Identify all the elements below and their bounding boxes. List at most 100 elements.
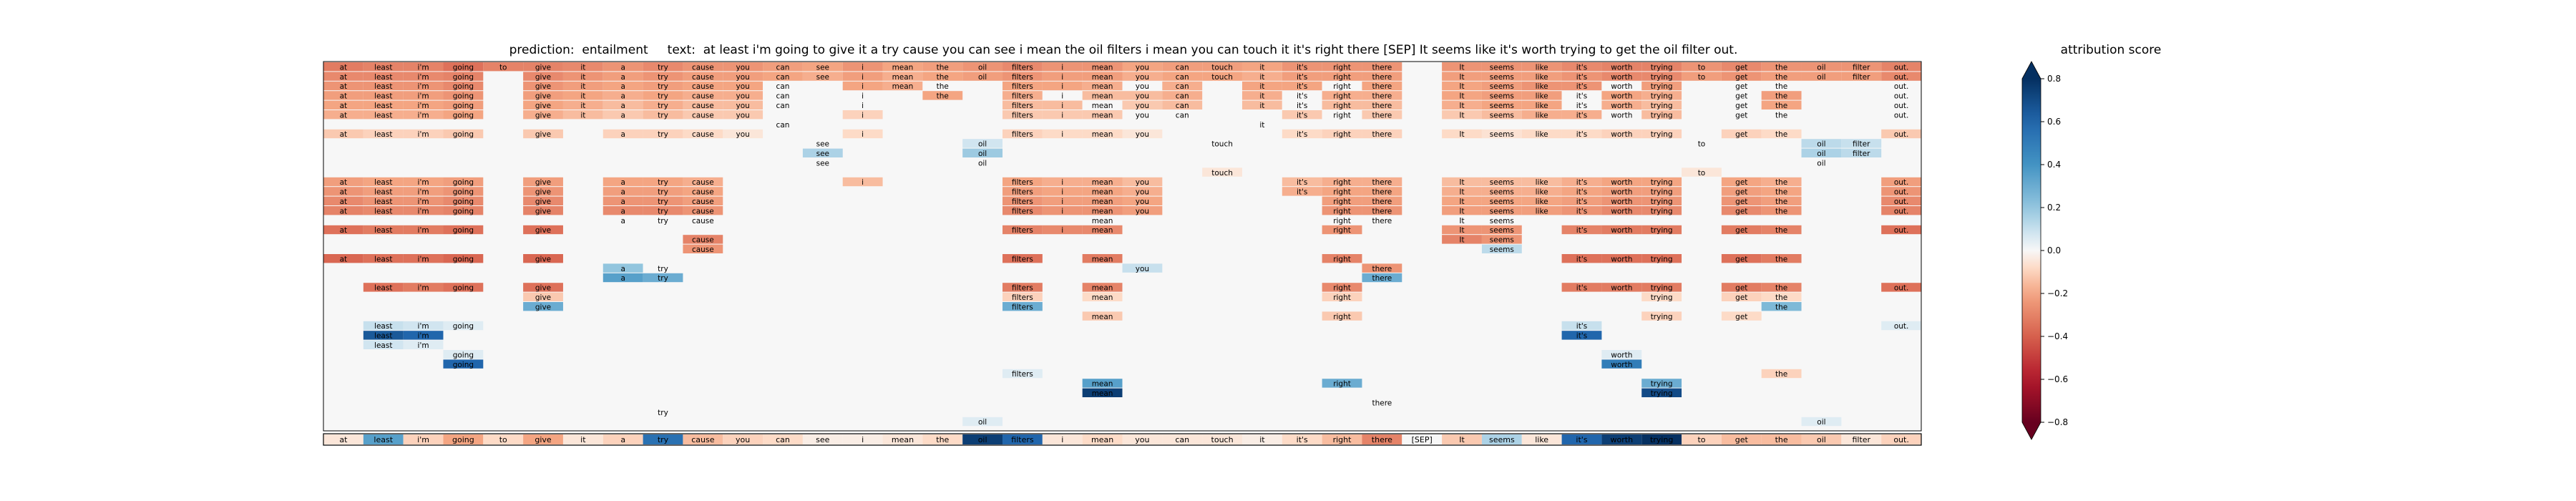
heatmap-token-label: a <box>620 92 625 101</box>
heatmap-cell <box>1322 91 1362 100</box>
summary-cell <box>763 434 803 444</box>
heatmap-cell <box>763 120 803 129</box>
heatmap-cell <box>1002 129 1043 139</box>
heatmap-token-label: i <box>862 82 864 91</box>
heatmap-token-label: oil <box>978 159 987 167</box>
heatmap-cell <box>1162 62 1203 72</box>
heatmap-cell <box>403 321 444 331</box>
heatmap-cell <box>1721 91 1762 100</box>
heatmap-cell <box>602 215 643 225</box>
summary-cell <box>1442 434 1482 444</box>
heatmap-cell <box>1521 196 1562 205</box>
heatmap-cell <box>1641 311 1682 321</box>
heatmap-token-label: give <box>535 188 551 197</box>
heatmap-token-label: you <box>1136 73 1149 82</box>
heatmap-cell <box>1002 196 1043 205</box>
summary-token-label: i <box>1061 435 1063 444</box>
summary-token-label: oil <box>1817 435 1826 444</box>
heatmap-cell <box>1362 81 1402 91</box>
heatmap-token-label: give <box>535 198 551 206</box>
heatmap-cell <box>1521 187 1562 196</box>
heatmap-token-label: get <box>1735 188 1747 197</box>
heatmap-token-label: see <box>816 63 829 72</box>
heatmap-cell <box>403 177 444 187</box>
heatmap-token-label: out. <box>1894 284 1909 293</box>
heatmap-cell <box>1761 100 1802 110</box>
heatmap-cell <box>1322 225 1362 235</box>
heatmap-cell <box>1761 129 1802 139</box>
heatmap-cell <box>1761 196 1802 205</box>
heatmap-cell <box>1202 72 1242 81</box>
heatmap-cell <box>1481 215 1522 225</box>
heatmap-cell <box>1761 302 1802 311</box>
heatmap-token-label: out. <box>1894 188 1909 197</box>
heatmap-token-label: at <box>340 102 348 110</box>
heatmap-cell <box>1841 139 1882 148</box>
heatmap-cell <box>1042 129 1083 139</box>
heatmap-token-label: It <box>1459 82 1464 91</box>
heatmap-token-label: mean <box>1092 226 1113 235</box>
heatmap-cell <box>683 177 723 187</box>
heatmap-token-label: at <box>340 82 348 91</box>
heatmap-token-label: seems <box>1490 188 1514 197</box>
heatmap-cell <box>1042 100 1083 110</box>
heatmap-token-label: It <box>1459 92 1464 101</box>
heatmap-cell <box>802 139 843 148</box>
heatmap-cell <box>1082 91 1123 100</box>
heatmap-token-label: the <box>937 92 949 101</box>
heatmap-token-label: the <box>1775 255 1787 263</box>
heatmap-token-label: there <box>1372 130 1392 139</box>
heatmap-cell <box>1122 177 1163 187</box>
summary-cell <box>882 434 923 444</box>
heatmap-token-label: mean <box>1092 293 1113 302</box>
summary-cell <box>443 434 484 444</box>
heatmap-token-label: cause <box>692 63 714 72</box>
heatmap-token-label: there <box>1372 265 1392 273</box>
heatmap-cell <box>602 110 643 120</box>
heatmap-token-label: i'm <box>418 322 429 331</box>
heatmap-token-label: least <box>374 102 392 110</box>
heatmap-token-label: least <box>374 73 392 82</box>
heatmap-cell <box>1881 187 1921 196</box>
heatmap-cell <box>1002 100 1043 110</box>
heatmap-cell <box>1601 196 1642 205</box>
heatmap-token-label: cause <box>692 82 714 91</box>
heatmap-token-label: get <box>1735 284 1747 293</box>
heatmap-cell <box>1561 177 1602 187</box>
heatmap-cell <box>1082 283 1123 292</box>
heatmap-cell <box>683 235 723 244</box>
heatmap-cell <box>643 263 683 273</box>
heatmap-cell <box>1082 81 1123 91</box>
heatmap-token-label: filters <box>1012 284 1033 293</box>
heatmap-token-label: the <box>1775 178 1787 187</box>
heatmap-cell <box>403 110 444 120</box>
heatmap-token-label: filters <box>1012 370 1033 379</box>
heatmap-cell <box>763 91 803 100</box>
heatmap-token-label: a <box>620 111 625 120</box>
heatmap-token-label: try <box>658 130 668 139</box>
heatmap-cell <box>1601 72 1642 81</box>
heatmap-cell <box>1761 110 1802 120</box>
heatmap-token-label: to <box>499 63 507 72</box>
heatmap-token-label: like <box>1536 130 1548 139</box>
heatmap-cell <box>403 72 444 81</box>
heatmap-cell <box>1002 177 1043 187</box>
heatmap-cell <box>403 62 444 72</box>
heatmap-cell <box>922 62 963 72</box>
heatmap-cell <box>523 129 563 139</box>
heatmap-token-label: there <box>1372 198 1392 206</box>
heatmap-token-label: out. <box>1894 226 1909 235</box>
heatmap-cell <box>1322 292 1362 301</box>
heatmap-token-label: It <box>1459 236 1464 245</box>
heatmap-token-label: can <box>1176 63 1189 72</box>
heatmap-cell <box>643 100 683 110</box>
heatmap-cell <box>1082 110 1123 120</box>
heatmap-token-label: mean <box>1092 102 1113 110</box>
heatmap-token-label: right <box>1333 188 1351 197</box>
colorbar-tick-label: −0.6 <box>2047 374 2068 384</box>
heatmap-cell <box>1002 187 1043 196</box>
heatmap-cell <box>1561 110 1602 120</box>
summary-cell <box>1162 434 1203 444</box>
summary-token-label: the <box>1775 435 1788 444</box>
heatmap-cell <box>1082 187 1123 196</box>
